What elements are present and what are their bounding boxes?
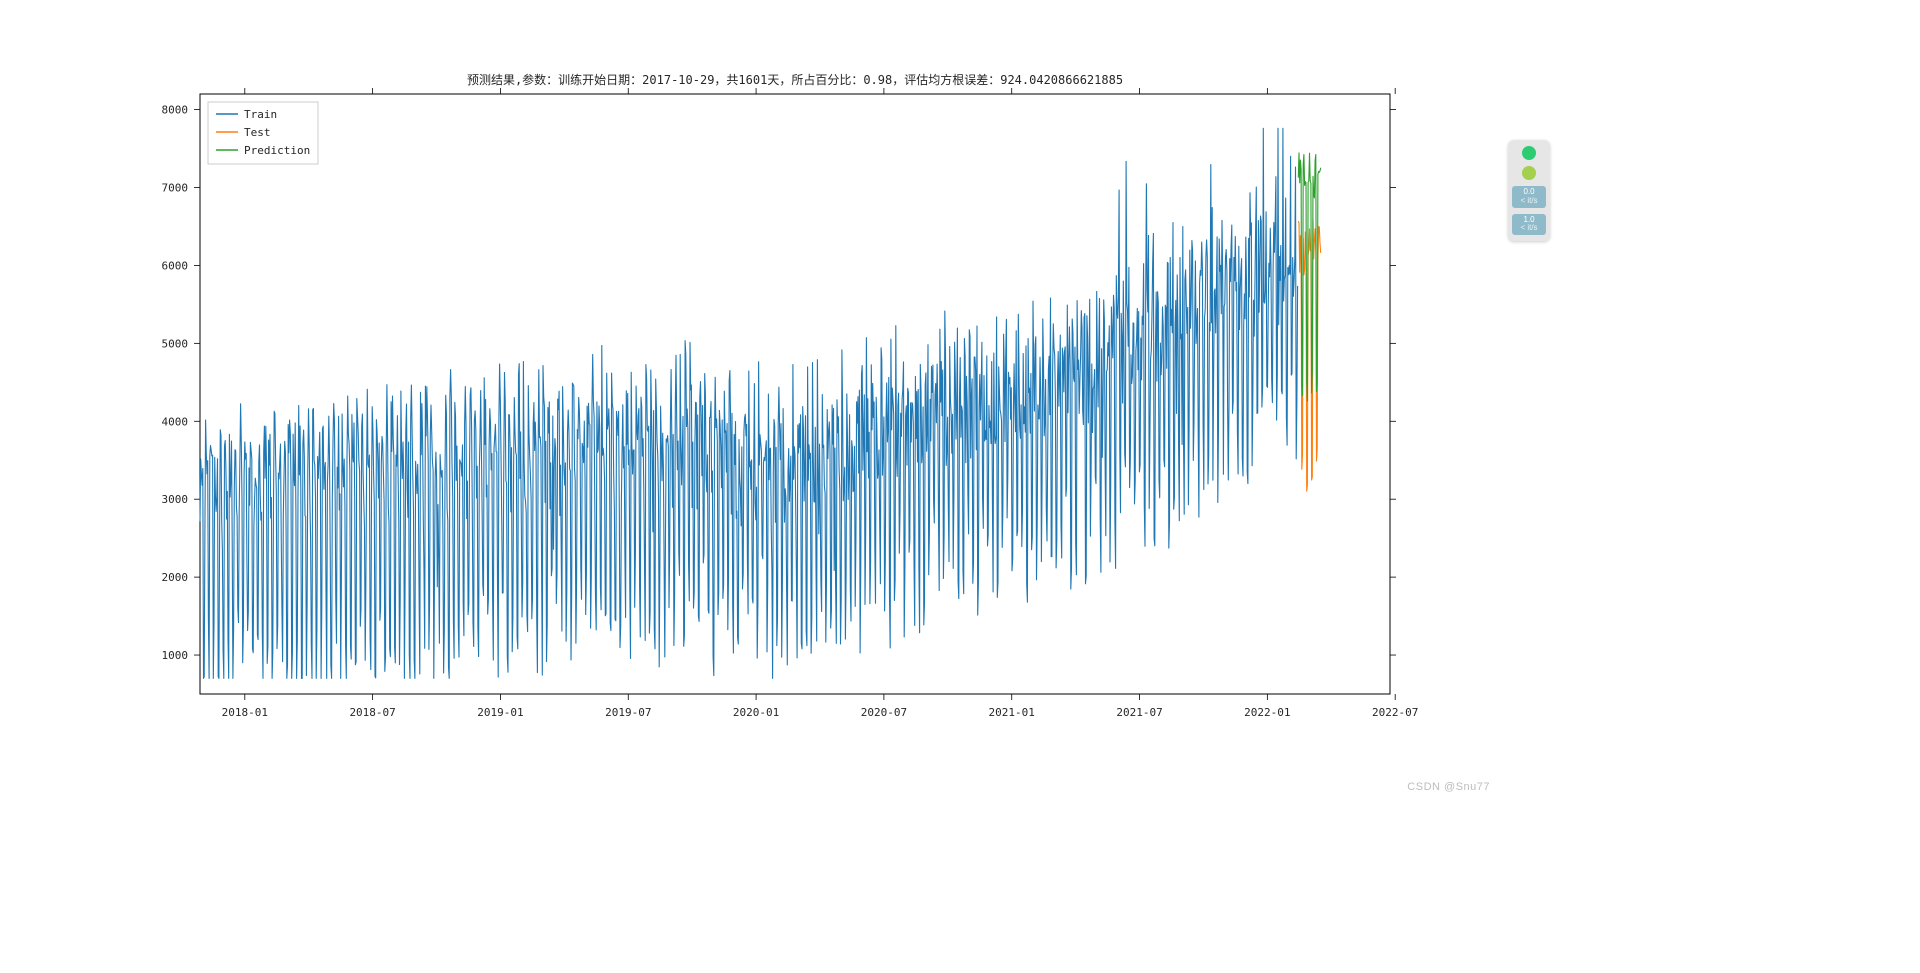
widget-metric-cell: 1.0< it/s bbox=[1512, 214, 1546, 236]
legend-label: Test bbox=[244, 126, 271, 139]
watermark-text: CSDN @Snu77 bbox=[1407, 781, 1490, 793]
y-tick-label: 3000 bbox=[162, 493, 189, 506]
x-tick-label: 2021-07 bbox=[1116, 706, 1162, 719]
x-tick-label: 2021-01 bbox=[989, 706, 1035, 719]
y-tick-label: 6000 bbox=[162, 259, 189, 272]
x-tick-label: 2020-07 bbox=[861, 706, 907, 719]
timeseries-chart: 预测结果,参数：训练开始日期：2017-10-29，共1601天，所占百分比：0… bbox=[0, 0, 1520, 790]
y-tick-label: 2000 bbox=[162, 571, 189, 584]
widget-status-dot bbox=[1522, 166, 1536, 180]
x-tick-label: 2022-01 bbox=[1244, 706, 1290, 719]
y-tick-label: 8000 bbox=[162, 104, 189, 117]
x-tick-label: 2019-07 bbox=[605, 706, 651, 719]
series-prediction bbox=[1298, 153, 1320, 401]
widget-metric-cell: 0.0< it/s bbox=[1512, 186, 1546, 208]
legend-label: Prediction bbox=[244, 144, 310, 157]
chart-container: 预测结果,参数：训练开始日期：2017-10-29，共1601天，所占百分比：0… bbox=[0, 0, 1520, 790]
y-tick-label: 5000 bbox=[162, 337, 189, 350]
widget-status-dot bbox=[1522, 146, 1536, 160]
x-tick-label: 2018-01 bbox=[222, 706, 268, 719]
y-tick-label: 7000 bbox=[162, 182, 189, 195]
series-train bbox=[200, 128, 1298, 678]
x-tick-label: 2018-07 bbox=[349, 706, 395, 719]
legend-label: Train bbox=[244, 108, 277, 121]
progress-widget: 0.0< it/s 1.0< it/s bbox=[1508, 140, 1550, 241]
x-tick-label: 2019-01 bbox=[477, 706, 523, 719]
x-tick-label: 2020-01 bbox=[733, 706, 779, 719]
chart-title: 预测结果,参数：训练开始日期：2017-10-29，共1601天，所占百分比：0… bbox=[467, 72, 1123, 87]
plot-frame bbox=[200, 94, 1390, 694]
y-tick-label: 1000 bbox=[162, 649, 189, 662]
y-tick-label: 4000 bbox=[162, 415, 189, 428]
x-tick-label: 2022-07 bbox=[1372, 706, 1418, 719]
